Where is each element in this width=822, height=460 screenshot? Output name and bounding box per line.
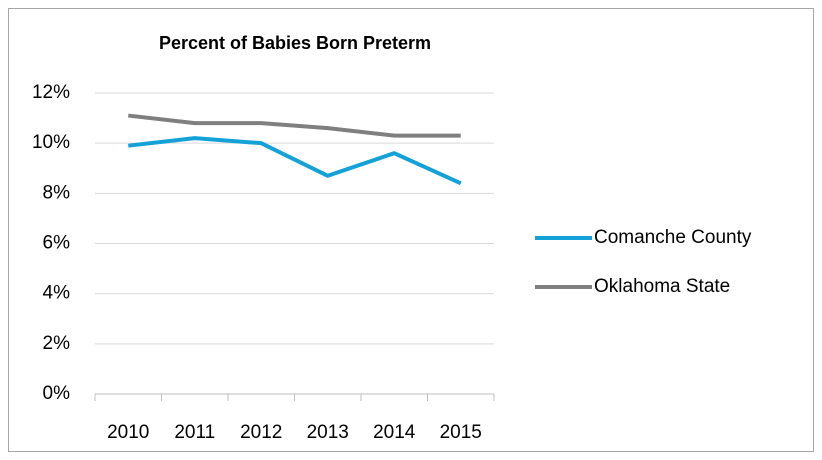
x-tick-label: 2011: [174, 422, 215, 443]
chart-title: Percent of Babies Born Preterm: [159, 33, 431, 53]
x-tick-label: 2014: [373, 422, 416, 443]
x-tick-label: 2010: [107, 422, 149, 443]
legend-label: Comanche County: [594, 227, 752, 248]
y-tick-label: 10%: [32, 132, 70, 153]
x-tick-label: 2012: [240, 422, 282, 443]
legend-label: Oklahoma State: [594, 276, 730, 297]
y-tick-label: 0%: [43, 383, 71, 404]
y-tick-label: 2%: [43, 333, 71, 354]
x-tick-label: 2013: [307, 422, 349, 443]
y-tick-label: 8%: [43, 182, 71, 203]
x-tick-label: 2015: [440, 422, 482, 443]
series-line: [128, 113, 461, 138]
y-tick-label: 4%: [43, 283, 71, 304]
y-tick-label: 6%: [43, 233, 71, 254]
chart-border: [8, 8, 814, 452]
y-tick-label: 12%: [32, 82, 70, 103]
series-line: [128, 136, 462, 186]
